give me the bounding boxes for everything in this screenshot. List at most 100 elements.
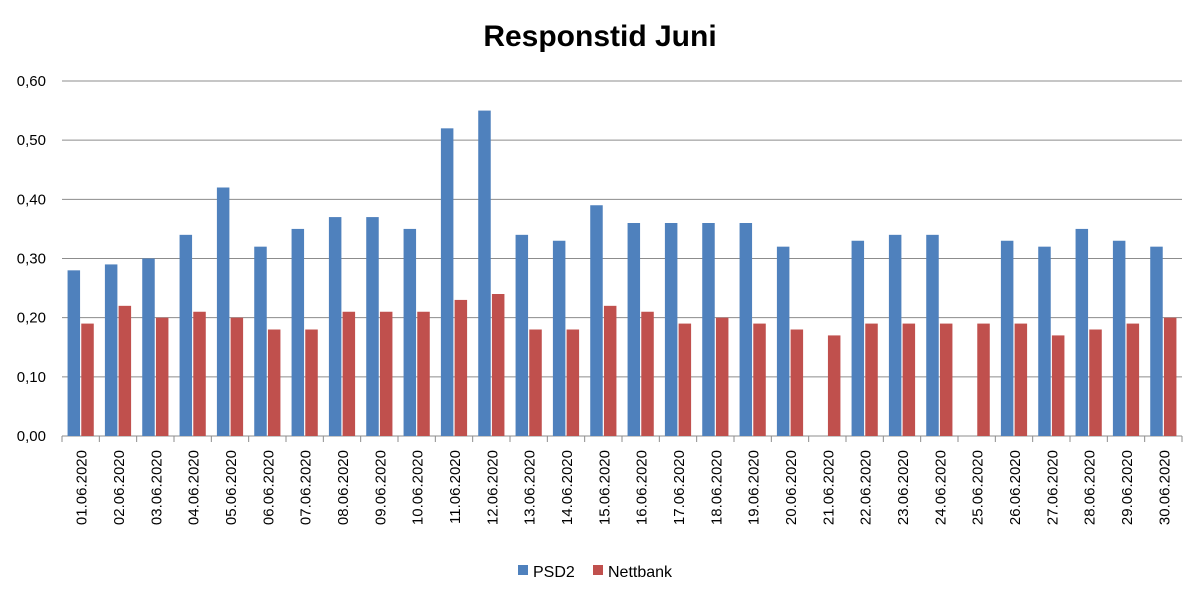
y-tick-label: 0,40	[17, 191, 46, 208]
x-tick-label: 28.06.2020	[1082, 450, 1099, 525]
bar-nettbank	[305, 329, 318, 436]
bar-psd2	[142, 258, 155, 436]
bar-psd2	[739, 223, 753, 436]
x-tick-label: 11.06.2020	[447, 450, 464, 524]
x-tick-label: 05.06.2020	[223, 450, 240, 525]
bar-psd2	[67, 270, 81, 436]
y-tick-label: 0,20	[17, 310, 46, 327]
bar-nettbank	[902, 323, 916, 436]
bar-nettbank	[342, 311, 356, 436]
bar-nettbank	[1051, 335, 1065, 436]
bar-psd2	[104, 264, 118, 436]
x-tick-label: 15.06.2020	[596, 450, 613, 525]
x-tick-label: 24.06.2020	[932, 450, 949, 525]
x-tick-label: 10.06.2020	[410, 450, 427, 525]
bar-psd2	[1150, 246, 1163, 436]
bar-nettbank	[977, 323, 990, 436]
x-axis: 01.06.2020 02.06.2020 03.06.2020 04.06.2020…	[61, 436, 1183, 525]
bar-nettbank	[566, 329, 580, 436]
bar-nettbank	[118, 305, 132, 436]
bar-psd2	[478, 110, 491, 436]
bar-nettbank	[1126, 323, 1140, 436]
bar-nettbank	[939, 323, 953, 436]
bar-nettbank	[865, 323, 878, 436]
x-tick-label: 25.06.2020	[970, 450, 987, 525]
bar-psd2	[888, 234, 902, 436]
bar-nettbank	[1014, 323, 1028, 436]
legend-swatch-nettbank	[593, 565, 603, 575]
bar-psd2	[1038, 246, 1051, 436]
x-tick-label: 26.06.2020	[1007, 450, 1024, 525]
x-tick-label: 14.06.2020	[559, 450, 576, 525]
y-tick-label: 0,30	[17, 251, 46, 268]
bar-psd2	[627, 223, 641, 436]
bar-nettbank	[790, 329, 804, 436]
legend: PSD2 Nettbank	[518, 564, 673, 581]
x-tick-label: 19.06.2020	[746, 450, 763, 525]
y-axis: 0,00 0,10 0,20 0,30 0,40 0,50 0,60	[17, 73, 46, 445]
bar-psd2	[216, 187, 230, 436]
bar-psd2	[1075, 228, 1089, 436]
bar-nettbank	[715, 317, 729, 436]
bar-psd2	[254, 246, 267, 436]
bar-psd2	[664, 223, 678, 436]
bar-nettbank	[417, 311, 430, 436]
x-tick-label: 22.06.2020	[858, 450, 875, 525]
bar-nettbank	[1089, 329, 1102, 436]
x-tick-label: 09.06.2020	[372, 450, 389, 525]
bar-psd2	[515, 234, 529, 436]
x-tick-label: 04.06.2020	[186, 450, 203, 525]
bar-nettbank	[491, 294, 505, 436]
bar-nettbank	[379, 311, 393, 436]
y-tick-label: 0,50	[17, 132, 46, 149]
x-tick-label: 23.06.2020	[895, 450, 912, 525]
y-tick-label: 0,10	[17, 369, 46, 386]
x-tick-label: 08.06.2020	[335, 450, 352, 525]
bar-psd2	[776, 246, 790, 436]
legend-label-nettbank: Nettbank	[608, 564, 673, 581]
bar-psd2	[702, 223, 715, 436]
legend-label-psd2: PSD2	[533, 564, 575, 581]
bar-psd2	[1112, 240, 1126, 436]
bar-nettbank	[230, 317, 244, 436]
bar-nettbank	[753, 323, 766, 436]
bar-nettbank	[193, 311, 206, 436]
x-tick-label: 16.06.2020	[634, 450, 651, 525]
x-tick-label: 20.06.2020	[783, 450, 800, 525]
bars	[67, 110, 1177, 437]
bar-psd2	[403, 228, 417, 436]
legend-swatch-psd2	[518, 565, 528, 575]
chart-title: Responstid Juni	[483, 20, 716, 53]
bar-psd2	[590, 205, 603, 436]
bar-psd2	[552, 240, 566, 436]
bar-nettbank	[827, 335, 841, 436]
bar-nettbank	[641, 311, 654, 436]
bar-nettbank	[603, 305, 617, 436]
x-tick-label: 07.06.2020	[298, 450, 315, 525]
gridlines	[62, 80, 1182, 437]
bar-psd2	[1000, 240, 1014, 436]
x-tick-label: 18.06.2020	[708, 450, 725, 525]
bar-nettbank	[1163, 317, 1177, 436]
bar-nettbank	[267, 329, 281, 436]
bar-psd2	[366, 217, 379, 436]
bar-nettbank	[678, 323, 692, 436]
bar-nettbank	[529, 329, 542, 436]
x-tick-label: 21.06.2020	[820, 450, 837, 525]
bar-psd2	[926, 234, 939, 436]
x-tick-label: 27.06.2020	[1044, 450, 1061, 525]
bar-psd2	[440, 128, 454, 437]
bar-psd2	[328, 217, 342, 436]
y-tick-label: 0,00	[17, 428, 46, 445]
x-tick-label: 30.06.2020	[1156, 450, 1173, 525]
x-tick-label: 12.06.2020	[484, 450, 501, 525]
x-tick-label: 13.06.2020	[522, 450, 539, 525]
x-tick-label: 03.06.2020	[148, 450, 165, 525]
x-tick-label: 01.06.2020	[74, 450, 91, 525]
x-tick-label: 02.06.2020	[111, 450, 128, 525]
x-tick-label: 29.06.2020	[1119, 450, 1136, 525]
bar-nettbank	[454, 299, 468, 436]
bar-nettbank	[155, 317, 169, 436]
